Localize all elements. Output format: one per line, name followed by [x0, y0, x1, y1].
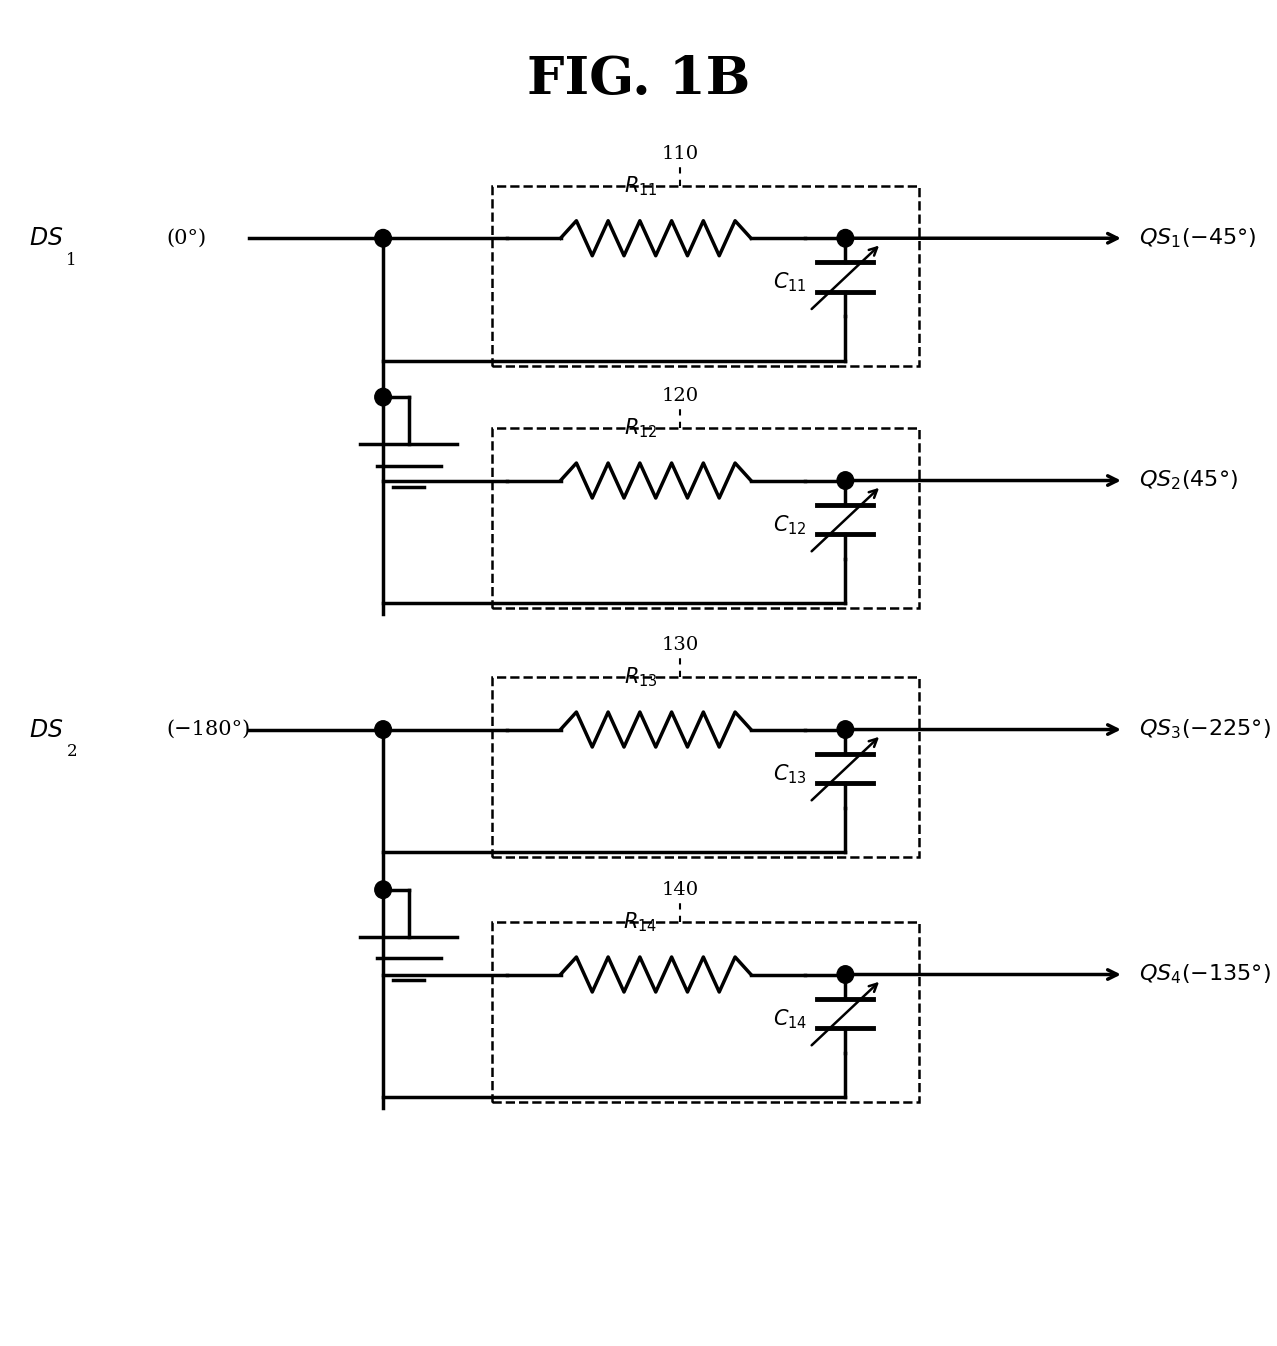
Text: $R_{12}$: $R_{12}$ [623, 416, 658, 440]
Text: $C_{11}$: $C_{11}$ [774, 271, 807, 295]
Circle shape [838, 229, 854, 248]
Text: 130: 130 [661, 637, 699, 654]
Circle shape [838, 966, 854, 983]
Text: $QS_1(−45°)$: $QS_1(−45°)$ [1139, 226, 1257, 250]
Text: $R_{14}$: $R_{14}$ [623, 910, 658, 934]
Text: $R_{13}$: $R_{13}$ [623, 665, 658, 689]
Text: $R_{11}$: $R_{11}$ [623, 174, 658, 198]
Text: FIG. 1B: FIG. 1B [527, 54, 750, 105]
Circle shape [375, 882, 391, 899]
Text: $QS_4(−135°)$: $QS_4(−135°)$ [1139, 962, 1271, 987]
Text: $DS$: $DS$ [29, 717, 64, 742]
Text: $QS_2(45°)$: $QS_2(45°)$ [1139, 468, 1239, 493]
Text: (−180°): (−180°) [166, 720, 250, 739]
Text: 110: 110 [661, 145, 699, 163]
Text: 120: 120 [661, 388, 699, 405]
Text: (0°): (0°) [166, 229, 206, 248]
Text: $C_{14}$: $C_{14}$ [773, 1007, 807, 1031]
Circle shape [375, 229, 391, 248]
Text: $C_{13}$: $C_{13}$ [773, 762, 807, 786]
Circle shape [838, 721, 854, 738]
Text: $DS$: $DS$ [29, 226, 64, 250]
Text: $QS_3(−225°)$: $QS_3(−225°)$ [1139, 717, 1271, 742]
Circle shape [375, 721, 391, 738]
Text: 1: 1 [66, 252, 77, 269]
Circle shape [375, 389, 391, 406]
Circle shape [838, 471, 854, 490]
Text: 140: 140 [661, 882, 699, 899]
Text: 2: 2 [66, 743, 77, 760]
Text: $C_{12}$: $C_{12}$ [774, 513, 807, 537]
